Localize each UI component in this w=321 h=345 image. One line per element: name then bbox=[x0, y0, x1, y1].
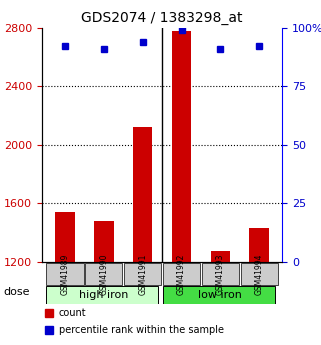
Text: percentile rank within the sample: percentile rank within the sample bbox=[58, 325, 224, 335]
Text: count: count bbox=[58, 308, 86, 318]
Bar bbox=[249, 228, 269, 262]
Text: GSM41990: GSM41990 bbox=[100, 253, 108, 295]
Text: GSM41993: GSM41993 bbox=[216, 253, 225, 295]
Text: GSM41992: GSM41992 bbox=[177, 253, 186, 295]
Text: GSM41989: GSM41989 bbox=[61, 253, 70, 295]
Bar bbox=[94, 220, 114, 262]
FancyBboxPatch shape bbox=[47, 263, 84, 285]
Text: dose: dose bbox=[3, 287, 30, 296]
Bar bbox=[133, 127, 152, 262]
Text: GSM41994: GSM41994 bbox=[255, 253, 264, 295]
Bar bbox=[211, 251, 230, 262]
FancyBboxPatch shape bbox=[124, 263, 161, 285]
FancyBboxPatch shape bbox=[163, 263, 200, 285]
FancyBboxPatch shape bbox=[163, 286, 275, 304]
FancyBboxPatch shape bbox=[202, 263, 239, 285]
FancyBboxPatch shape bbox=[240, 263, 278, 285]
Text: GSM41991: GSM41991 bbox=[138, 253, 147, 295]
FancyBboxPatch shape bbox=[47, 286, 158, 304]
Title: GDS2074 / 1383298_at: GDS2074 / 1383298_at bbox=[81, 11, 243, 25]
FancyBboxPatch shape bbox=[85, 263, 123, 285]
Bar bbox=[55, 212, 75, 262]
Text: low iron: low iron bbox=[198, 290, 242, 300]
Bar bbox=[172, 30, 191, 262]
Text: high iron: high iron bbox=[79, 290, 128, 300]
